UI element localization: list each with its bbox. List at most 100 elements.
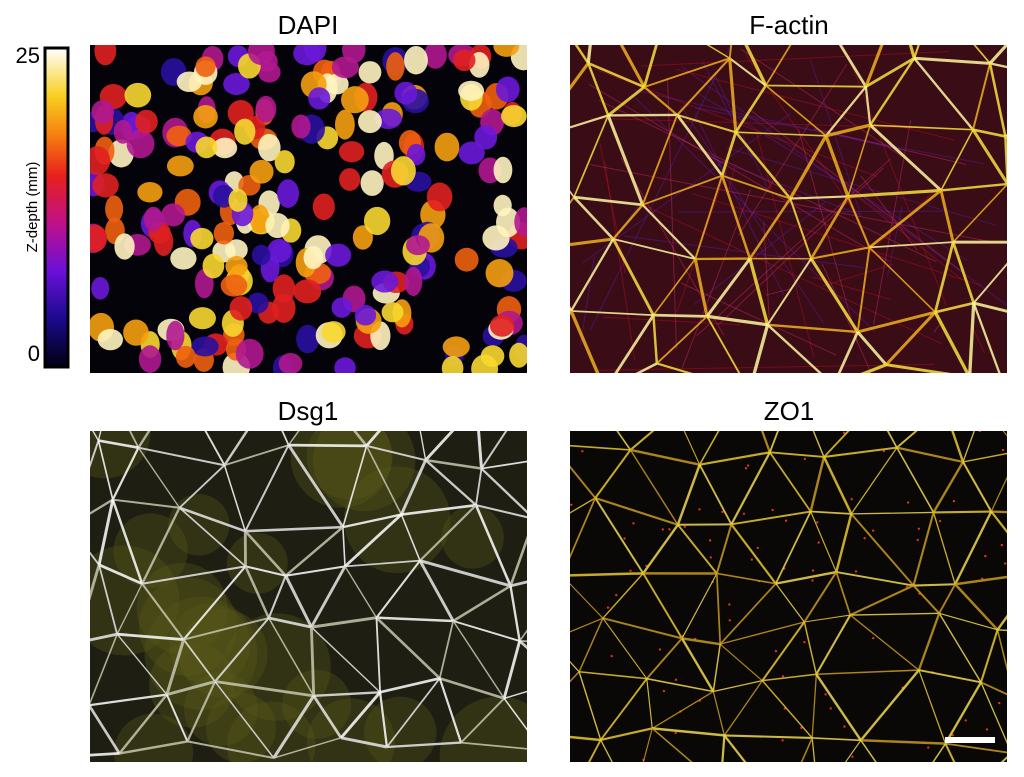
cell-border — [90, 564, 101, 601]
cell-border — [847, 124, 871, 197]
cell-border — [244, 444, 290, 532]
cell-border — [825, 123, 871, 138]
nucleus — [153, 227, 174, 256]
speck — [938, 519, 942, 523]
nucleus — [138, 345, 162, 373]
cell-border — [118, 693, 168, 755]
cell-border — [545, 444, 551, 527]
colorbar — [43, 46, 70, 369]
cell-border — [652, 258, 696, 316]
cell-border — [223, 465, 246, 532]
cell-border — [616, 431, 632, 451]
nucleus — [458, 141, 485, 165]
cell-border — [656, 315, 708, 365]
nucleus — [514, 207, 527, 237]
nucleus — [220, 274, 248, 297]
speck — [978, 431, 981, 433]
cell-border — [534, 455, 569, 519]
fiber — [630, 93, 876, 332]
haze — [136, 562, 228, 654]
cell-border — [138, 446, 225, 467]
cell-border — [851, 511, 934, 515]
nucleus — [258, 133, 281, 162]
fiber — [681, 189, 752, 368]
cell-border — [570, 444, 631, 451]
fiber — [822, 263, 894, 287]
cell-border — [721, 735, 726, 762]
cell-border — [837, 331, 859, 373]
cell-border — [438, 620, 455, 679]
cell-border — [76, 643, 89, 705]
cell-border — [972, 302, 1001, 373]
fiber — [579, 255, 595, 347]
cell-border — [988, 45, 1007, 65]
cell-border — [775, 583, 805, 623]
cell-border — [728, 45, 733, 59]
cell-border — [510, 580, 527, 588]
cell-border — [835, 513, 853, 573]
fiber — [849, 59, 947, 307]
cell-border — [681, 637, 721, 646]
nucleus — [195, 136, 218, 159]
speck — [632, 522, 635, 525]
fiber — [598, 99, 937, 263]
cell-border — [706, 45, 731, 59]
cell-border — [1012, 740, 1024, 753]
cell-border — [939, 190, 955, 243]
nucleus — [135, 109, 158, 134]
cell-border — [809, 257, 859, 333]
cell-border — [588, 739, 602, 762]
cell-border — [90, 551, 100, 566]
cell-border — [868, 246, 936, 313]
nucleus — [321, 321, 346, 343]
nucleus — [90, 224, 108, 252]
nucleus — [271, 293, 296, 323]
nucleus — [97, 328, 124, 351]
nucleus — [426, 182, 453, 212]
cell-border — [812, 737, 861, 742]
cell-border — [607, 85, 646, 117]
cell-border — [865, 57, 915, 88]
haze — [205, 692, 277, 762]
cell-border — [680, 637, 715, 693]
cell-border — [460, 741, 527, 750]
cell-border — [92, 431, 100, 441]
speck — [728, 619, 731, 622]
cell-border — [815, 2, 898, 4]
speck — [803, 640, 806, 644]
speck — [746, 464, 750, 467]
cell-border — [868, 189, 942, 249]
cell-border — [285, 565, 346, 577]
speck — [927, 746, 930, 749]
cell-border — [939, 612, 998, 631]
cell-border — [128, 431, 140, 449]
cell-border — [1008, 184, 1024, 208]
nucleus — [331, 56, 359, 79]
nucleus — [308, 87, 331, 110]
cell-border — [810, 510, 852, 515]
cell-border — [698, 464, 733, 525]
cell-border — [1012, 698, 1015, 754]
cell-border — [932, 512, 956, 585]
cell-border — [375, 616, 441, 680]
cell-border — [810, 511, 837, 573]
cell-border — [342, 513, 402, 529]
fiber — [710, 157, 862, 216]
cell-border — [1019, 402, 1024, 451]
speck — [1001, 448, 1005, 452]
cell-border — [344, 559, 421, 568]
cell-border — [204, 431, 226, 466]
speck — [816, 521, 819, 524]
cell-border — [481, 460, 527, 470]
nucleus — [113, 119, 133, 144]
speck — [662, 689, 666, 693]
cell-border — [815, 673, 862, 741]
cell-border — [698, 431, 720, 466]
cell-border — [774, 511, 812, 585]
speck — [756, 546, 759, 550]
cell-border — [378, 692, 389, 748]
speck — [871, 529, 875, 532]
speck — [872, 636, 875, 640]
cell-border — [244, 565, 270, 619]
cell-border — [90, 440, 100, 469]
